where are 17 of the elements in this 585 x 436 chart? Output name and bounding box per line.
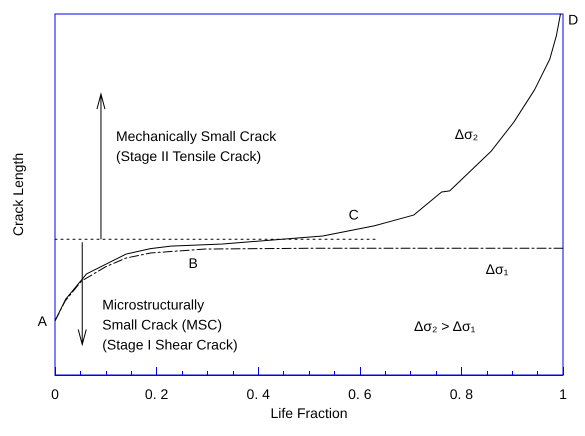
annotation: C xyxy=(348,206,359,223)
x-tick-label: 0. 4 xyxy=(246,386,270,402)
text: D xyxy=(568,11,578,28)
annotation: Δσ₂ > Δσ₁ xyxy=(414,318,476,334)
annotation: Mechanically Small Crack (Stage II Tensile Crack) xyxy=(116,128,278,164)
text: A xyxy=(38,312,48,329)
x-tick-label: 1 xyxy=(559,386,568,402)
x-tick-label: 0. 6 xyxy=(348,386,372,402)
annotation: Microstructurally Small Crack (MSC) (Stage I Shear Crack) xyxy=(102,296,238,352)
x-tick-label: 0. 8 xyxy=(450,386,474,402)
annotation: Δσ₁ xyxy=(486,260,509,277)
annotation: Δσ₂ xyxy=(454,126,478,142)
annotation: B xyxy=(188,255,198,272)
y-axis-title: Crack Length xyxy=(10,152,26,236)
x-tick-label: 0 xyxy=(51,386,60,402)
x-axis-title: Life Fraction xyxy=(270,404,348,421)
x-tick-label: 0. 2 xyxy=(144,386,168,402)
